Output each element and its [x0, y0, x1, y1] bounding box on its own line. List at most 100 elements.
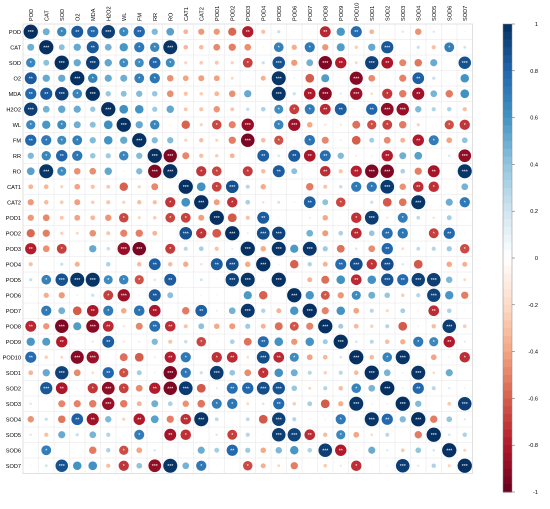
corr-circle: [306, 59, 314, 67]
significance-stars: ***: [74, 76, 80, 82]
significance-stars: *: [231, 433, 233, 439]
corr-circle: [42, 369, 50, 377]
significance-stars: ***: [167, 371, 173, 377]
significance-stars: **: [29, 247, 33, 253]
corr-circle: [55, 366, 69, 380]
corr-circle: [132, 133, 147, 148]
corr-circle: [105, 416, 112, 423]
significance-stars: **: [292, 154, 296, 160]
corr-circle: [364, 210, 379, 225]
corr-circle: [197, 446, 205, 454]
significance-stars: ***: [229, 278, 235, 284]
corr-circle: [287, 288, 302, 303]
significance-stars: *: [30, 61, 32, 67]
corr-circle: [320, 399, 330, 409]
colorbar-segment: [503, 476, 512, 485]
corr-circle: [59, 215, 64, 220]
corr-circle: [443, 227, 455, 239]
corr-circle: [318, 56, 332, 70]
corr-circle: [23, 24, 38, 39]
corr-circle: [415, 400, 422, 407]
corr-circle: [42, 74, 50, 82]
corr-circle: [351, 383, 362, 394]
corr-circle: [464, 217, 466, 219]
corr-circle: [245, 261, 251, 267]
corr-circle: [352, 120, 361, 129]
corr-circle: [411, 365, 426, 380]
significance-stars: ***: [183, 231, 189, 237]
colorbar-segment: [503, 258, 512, 267]
corr-circle: [322, 339, 328, 345]
colorbar-tick-label: -0.8: [528, 443, 538, 449]
corr-circle: [25, 351, 37, 363]
significance-stars: **: [184, 417, 188, 423]
corr-circle: [211, 352, 222, 363]
corr-circle: [354, 45, 358, 49]
significance-stars: ***: [28, 107, 34, 113]
corr-circle: [351, 212, 362, 223]
corr-circle: [462, 324, 467, 329]
corr-circle: [123, 434, 125, 436]
corr-circle: [433, 155, 435, 157]
corr-circle: [89, 167, 97, 175]
significance-stars: *: [247, 464, 249, 470]
corr-circle: [260, 463, 266, 469]
corr-circle: [73, 105, 81, 113]
corr-circle: [104, 59, 112, 67]
significance-stars: ***: [152, 169, 158, 175]
corr-circle: [275, 446, 283, 454]
corr-circle: [382, 88, 393, 99]
significance-stars: *: [216, 169, 218, 175]
colorbar-segment: [503, 55, 512, 64]
corr-circle: [198, 214, 205, 221]
corr-circle: [260, 137, 266, 143]
corr-circle: [321, 275, 330, 284]
corr-circle: [335, 414, 346, 425]
significance-stars: *: [402, 231, 404, 237]
corr-circle: [304, 429, 316, 441]
significance-stars: *: [464, 200, 466, 206]
corr-circle: [137, 216, 141, 220]
corr-circle: [459, 119, 470, 130]
corr-circle: [164, 273, 177, 286]
significance-stars: ***: [291, 123, 297, 129]
corr-circle: [462, 107, 467, 112]
row-label: POD: [9, 30, 21, 36]
corr-circle: [414, 431, 422, 439]
significance-stars: *: [45, 309, 47, 315]
column-label: POD1: [215, 6, 221, 21]
significance-stars: **: [416, 185, 420, 191]
corr-circle: [42, 214, 50, 222]
corr-circle: [414, 167, 422, 175]
significance-stars: *: [138, 61, 140, 67]
significance-stars: *: [123, 216, 125, 222]
significance-stars: ***: [369, 371, 375, 377]
corr-circle: [118, 383, 129, 394]
corr-circle: [76, 341, 78, 343]
corr-circle: [183, 246, 188, 251]
corr-circle: [245, 215, 250, 220]
corr-circle: [399, 183, 407, 191]
corr-circle: [445, 369, 453, 377]
row-label: SOD5: [6, 433, 21, 439]
column-label: RO: [168, 12, 174, 21]
corr-circle: [119, 104, 129, 114]
corr-circle: [463, 418, 466, 421]
significance-stars: ***: [369, 169, 375, 175]
significance-stars: **: [416, 92, 420, 98]
corr-circle: [318, 87, 332, 101]
corr-circle: [426, 272, 441, 287]
corr-circle: [416, 123, 420, 127]
significance-stars: **: [137, 417, 141, 423]
significance-stars: ***: [214, 216, 220, 222]
corr-circle: [137, 185, 141, 189]
corr-circle: [464, 310, 466, 312]
significance-stars: *: [200, 340, 202, 346]
corr-circle: [364, 412, 379, 427]
corr-circle: [309, 465, 311, 467]
corr-circle: [86, 413, 99, 426]
row-label: SOD2: [6, 386, 21, 392]
significance-stars: *: [433, 138, 435, 144]
significance-stars: **: [199, 309, 203, 315]
corr-circle: [27, 43, 35, 51]
